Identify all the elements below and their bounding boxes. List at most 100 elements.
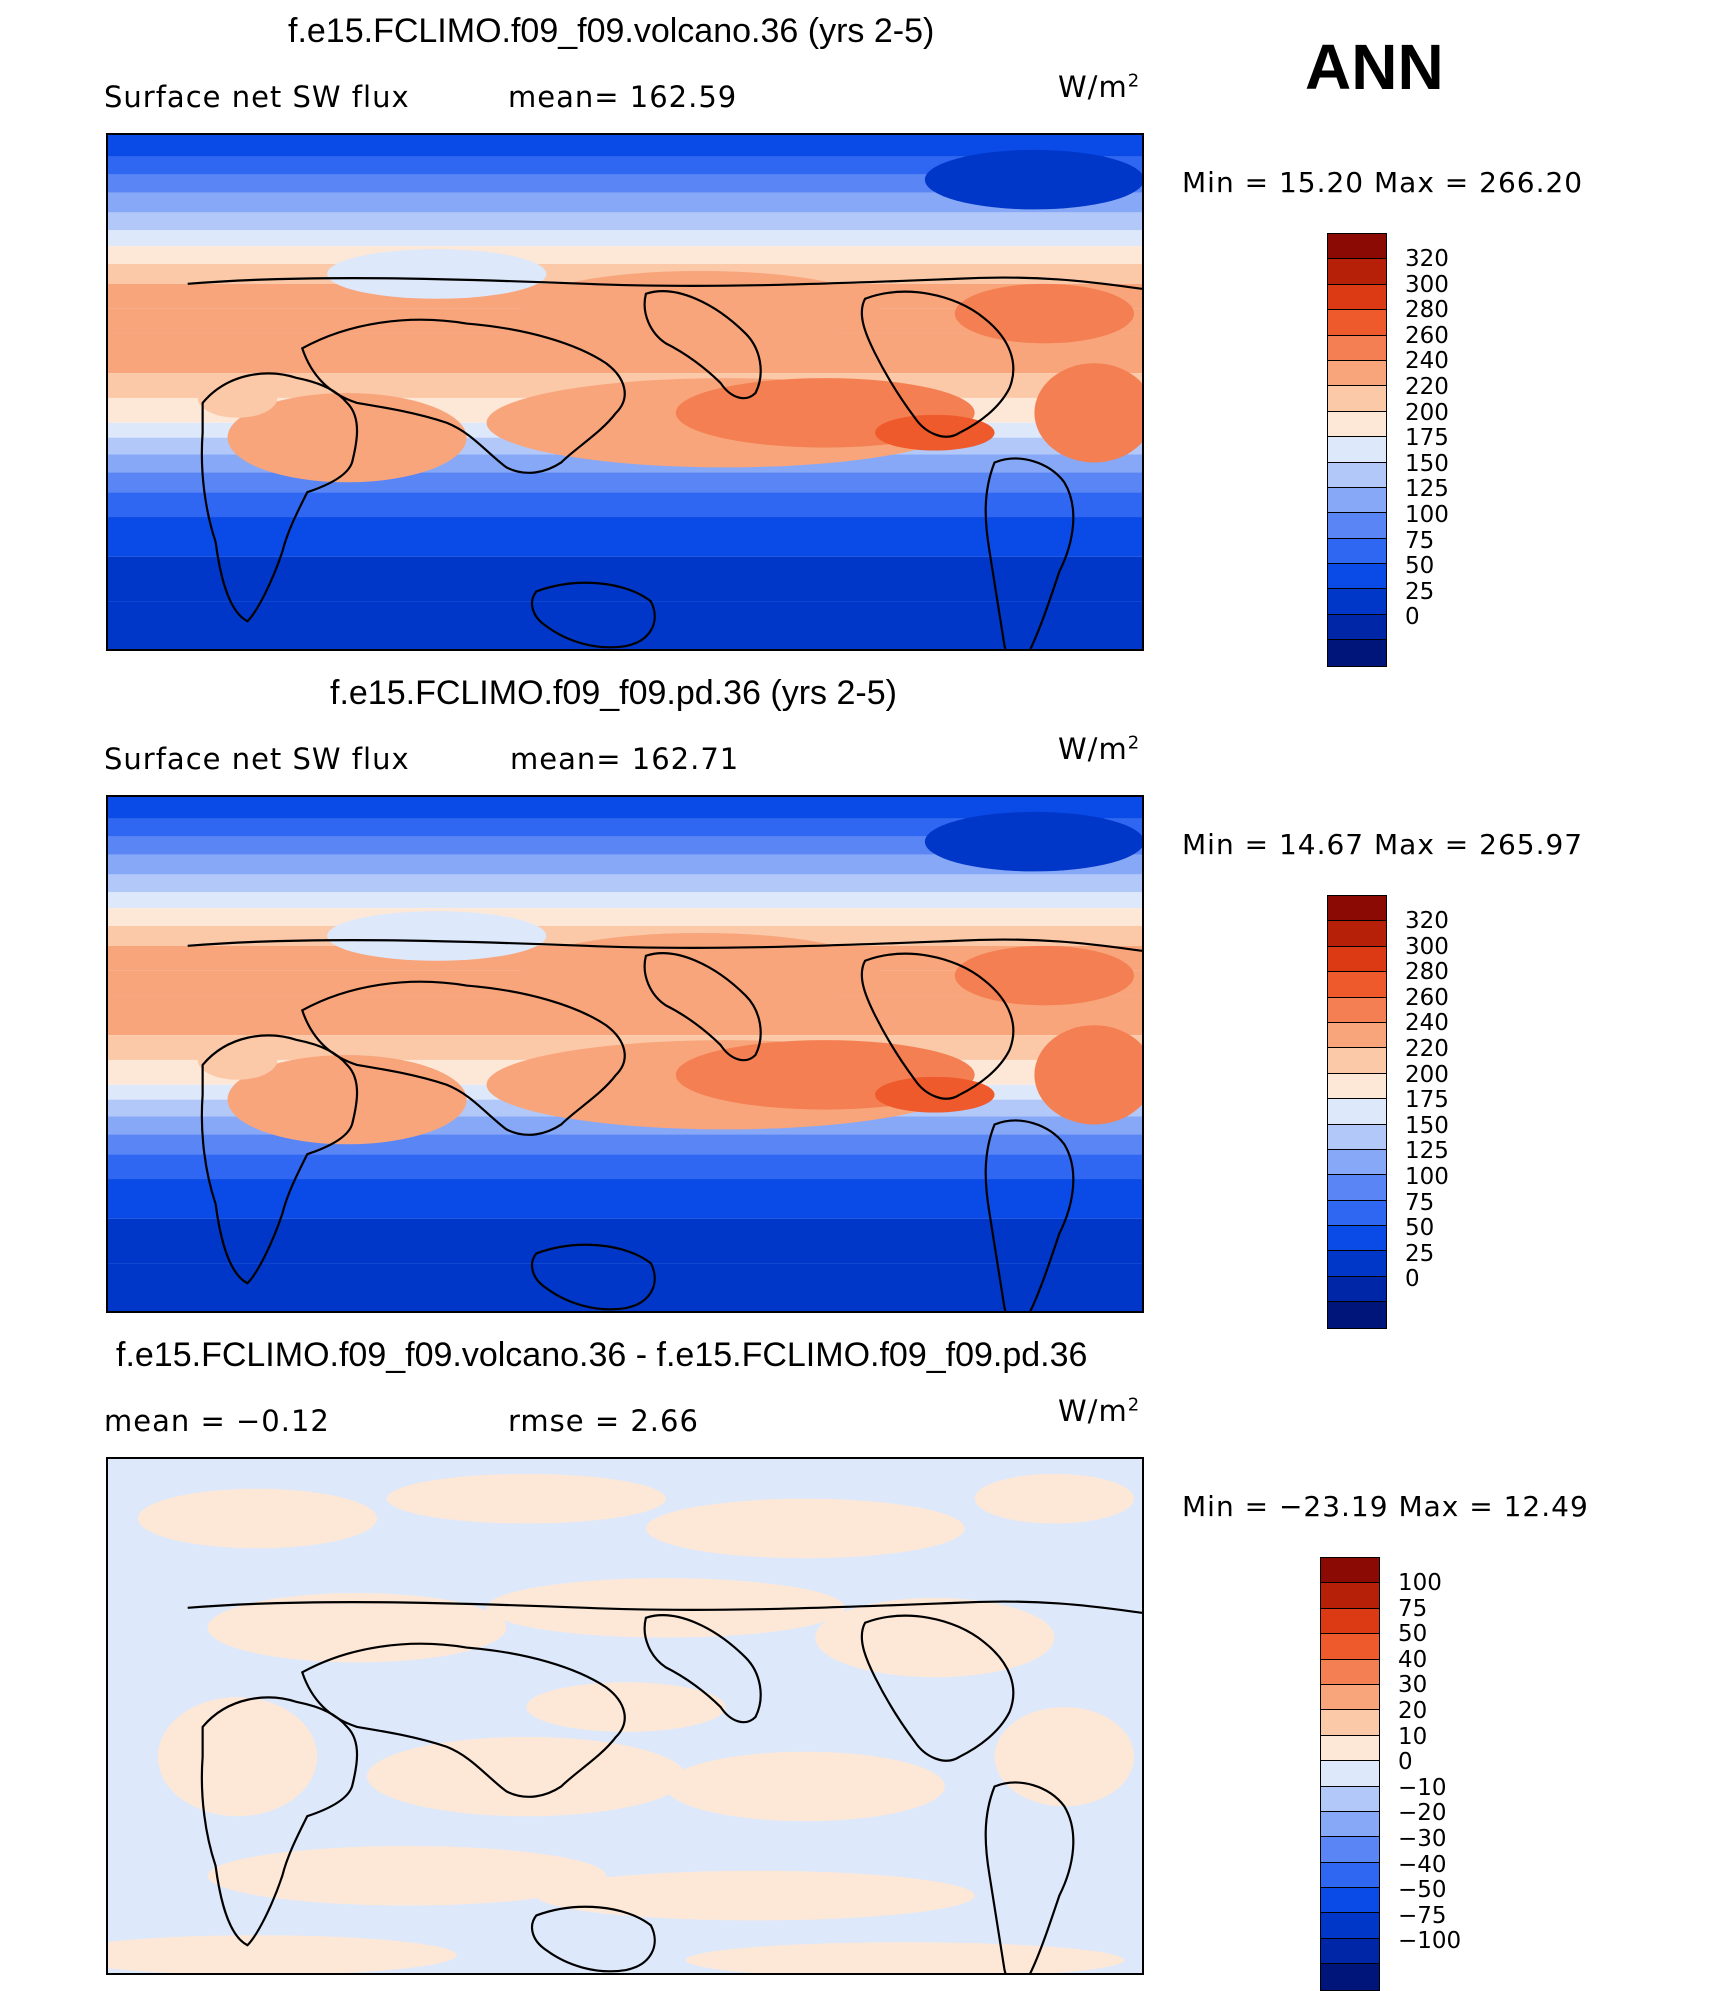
panel-2-title: f.e15.FCLIMO.f09_f09.pd.36 (yrs 2-5) [330,674,897,712]
colorbar-label: −20 [1398,1800,1447,1827]
colorbar-swatch [1328,640,1386,666]
colorbar-label: 50 [1405,553,1435,580]
colorbar-swatch [1328,1022,1386,1049]
colorbar-swatch [1328,589,1386,615]
panel-1-colorbar [1327,233,1387,667]
colorbar-swatch [1328,437,1386,463]
colorbar-swatch [1328,972,1386,998]
colorbar-swatch [1328,614,1386,641]
colorbar-label: 150 [1405,1112,1449,1139]
colorbar-swatch [1328,1276,1386,1303]
colorbar-label: 300 [1405,933,1449,960]
panel-3-minmax: Min = −23.19 Max = 12.49 [1182,1490,1589,1523]
colorbar-label: 220 [1405,1035,1449,1062]
colorbar-label: 240 [1405,348,1449,375]
colorbar-swatch [1328,310,1386,336]
colorbar-label: 150 [1405,450,1449,477]
colorbar-swatch [1321,1888,1379,1914]
panel-2-map-field [108,797,1142,1311]
colorbar-label: −50 [1398,1877,1447,1904]
colorbar-label: −10 [1398,1774,1447,1801]
colorbar-swatch [1328,1149,1386,1176]
colorbar-swatch [1328,1251,1386,1277]
colorbar-label: 100 [1398,1570,1442,1596]
panel-3-map [106,1457,1144,1975]
panel-2-mean: mean= 162.71 [510,742,740,776]
colorbar-swatch [1328,386,1386,412]
colorbar-label: 200 [1405,399,1449,426]
colorbar-label: 0 [1405,604,1420,631]
colorbar-label: 30 [1398,1672,1428,1699]
panel-2-map [106,795,1144,1313]
colorbar-swatch [1328,1200,1386,1227]
colorbar-label: 100 [1405,1163,1449,1190]
panel-1-map [106,133,1144,651]
colorbar-label: −40 [1398,1851,1447,1878]
colorbar-label: 25 [1405,1240,1435,1267]
colorbar-swatch [1328,1073,1386,1100]
colorbar-label: 75 [1405,527,1435,554]
colorbar-label: 220 [1405,373,1449,400]
panel-3-units: W/m2 [1058,1394,1141,1428]
colorbar-label: 320 [1405,908,1449,934]
colorbar-label: 200 [1405,1061,1449,1088]
colorbar-label: 75 [1398,1595,1428,1622]
colorbar-label: 50 [1398,1621,1428,1648]
colorbar-swatch [1328,1048,1386,1074]
colorbar-swatch [1328,1124,1386,1150]
colorbar-label: 50 [1405,1215,1435,1242]
colorbar-swatch [1328,284,1386,311]
colorbar-swatch [1321,1710,1379,1736]
colorbar-swatch [1328,1302,1386,1328]
colorbar-label: 0 [1398,1749,1413,1776]
colorbar-label: −30 [1398,1825,1447,1852]
colorbar-swatch [1321,1608,1379,1635]
colorbar-swatch [1328,1099,1386,1125]
panel-1-mean: mean= 162.59 [508,80,738,114]
panel-3-colorbar [1320,1557,1380,1991]
colorbar-label: 25 [1405,578,1435,605]
colorbar-swatch [1321,1964,1379,1990]
colorbar-label: 0 [1405,1266,1420,1293]
colorbar-swatch [1321,1684,1379,1711]
colorbar-label: 175 [1405,425,1449,452]
panel-2-colorbar [1327,895,1387,1329]
panel-1-map-field [108,135,1142,649]
colorbar-swatch [1328,513,1386,539]
colorbar-label: 75 [1405,1189,1435,1216]
colorbar-label: 320 [1405,246,1449,272]
panel-2-units: W/m2 [1058,732,1141,766]
colorbar-swatch [1328,564,1386,590]
panel-3-colorbar-labels: 100 75 50 40 30 20 10 0 −10 −20 −30 −40 −50 −75 −100 [1398,1570,1461,1955]
colorbar-swatch [1321,1786,1379,1812]
colorbar-label: 280 [1405,959,1449,986]
colorbar-swatch [1321,1837,1379,1863]
colorbar-swatch [1328,335,1386,361]
colorbar-label: 240 [1405,1010,1449,1037]
colorbar-swatch [1328,946,1386,973]
colorbar-swatch [1328,1175,1386,1201]
colorbar-swatch [1321,1558,1379,1584]
colorbar-swatch [1328,997,1386,1023]
colorbar-label: 100 [1405,501,1449,528]
colorbar-swatch [1321,1659,1379,1685]
colorbar-swatch [1328,921,1386,947]
colorbar-swatch [1328,538,1386,565]
colorbar-label: 10 [1398,1723,1428,1750]
colorbar-swatch [1321,1938,1379,1965]
colorbar-label: 260 [1405,984,1449,1011]
colorbar-swatch [1328,487,1386,514]
colorbar-swatch [1328,411,1386,438]
panel-1-title: f.e15.FCLIMO.f09_f09.volcano.36 (yrs 2-5… [288,12,935,50]
colorbar-swatch [1328,360,1386,387]
panel-1-field-label: Surface net SW flux [104,80,410,114]
colorbar-label: 125 [1405,1138,1449,1165]
panel-1-minmax: Min = 15.20 Max = 266.20 [1182,166,1584,199]
colorbar-label: 280 [1405,297,1449,324]
colorbar-swatch [1328,259,1386,285]
colorbar-swatch [1328,462,1386,488]
colorbar-swatch [1321,1811,1379,1838]
colorbar-swatch [1321,1735,1379,1762]
colorbar-swatch [1321,1913,1379,1939]
colorbar-swatch [1328,234,1386,260]
